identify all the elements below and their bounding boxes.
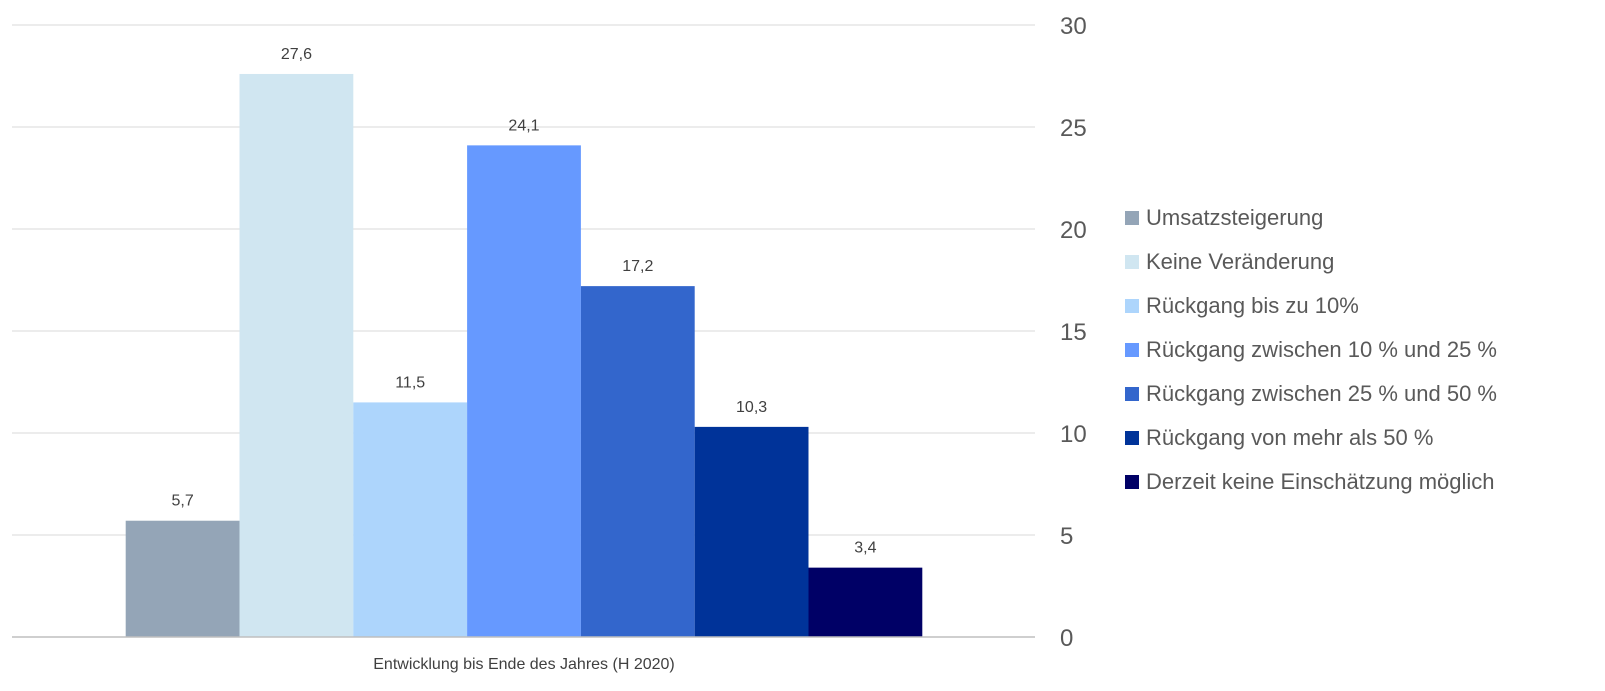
legend-item: Derzeit keine Einschätzung möglich — [1125, 460, 1497, 504]
y-tick-label: 0 — [1060, 625, 1073, 652]
y-tick-label: 15 — [1060, 319, 1087, 346]
legend-label: Derzeit keine Einschätzung möglich — [1146, 469, 1495, 494]
legend-swatch — [1125, 431, 1139, 445]
bar — [694, 426, 809, 637]
y-tick-label: 10 — [1060, 421, 1087, 448]
bar — [808, 567, 923, 637]
legend-item: Umsatzsteigerung — [1125, 196, 1497, 240]
data-label: 27,6 — [281, 46, 312, 63]
legend-label: Rückgang bis zu 10% — [1146, 293, 1359, 318]
legend-swatch — [1125, 299, 1139, 313]
y-tick-label: 30 — [1060, 13, 1087, 40]
data-label: 17,2 — [622, 258, 653, 275]
legend: Umsatzsteigerung Keine Veränderung Rückgan… — [1125, 196, 1497, 504]
data-label: 10,3 — [736, 399, 767, 416]
y-axis-ticks: 0 5 10 15 20 25 30 — [1060, 13, 1087, 652]
data-label: 24,1 — [508, 117, 539, 134]
data-label: 5,7 — [171, 493, 193, 510]
bars — [125, 73, 923, 638]
data-label: 11,5 — [395, 374, 425, 391]
legend-label: Rückgang von mehr als 50 % — [1146, 425, 1434, 450]
legend-item: Rückgang von mehr als 50 % — [1125, 416, 1497, 460]
bar — [239, 73, 354, 637]
y-tick-label: 5 — [1060, 523, 1073, 550]
legend-item: Rückgang zwischen 25 % und 50 % — [1125, 372, 1497, 416]
legend-swatch — [1125, 255, 1139, 269]
legend-swatch — [1125, 211, 1139, 225]
y-tick-label: 20 — [1060, 217, 1087, 244]
data-label: 3,4 — [854, 540, 876, 557]
value-labels: 5,7 27,6 11,5 24,1 17,2 10,3 3,4 — [171, 46, 876, 557]
legend-item: Keine Veränderung — [1125, 240, 1497, 284]
legend-label: Rückgang zwischen 25 % und 50 % — [1146, 381, 1497, 406]
legend-label: Rückgang zwischen 10 % und 25 % — [1146, 337, 1497, 362]
bar — [467, 145, 581, 638]
legend-item: Rückgang zwischen 10 % und 25 % — [1125, 328, 1497, 372]
bar — [580, 286, 695, 637]
bar — [125, 520, 240, 637]
x-axis-label: Entwicklung bis Ende des Jahres (H 2020) — [373, 656, 675, 673]
legend-label: Keine Veränderung — [1146, 249, 1335, 274]
legend-swatch — [1125, 343, 1139, 357]
legend-swatch — [1125, 387, 1139, 401]
bar — [353, 402, 468, 637]
legend-label: Umsatzsteigerung — [1146, 205, 1324, 230]
legend-swatch — [1125, 475, 1139, 489]
legend-item: Rückgang bis zu 10% — [1125, 284, 1497, 328]
y-tick-label: 25 — [1060, 115, 1087, 142]
